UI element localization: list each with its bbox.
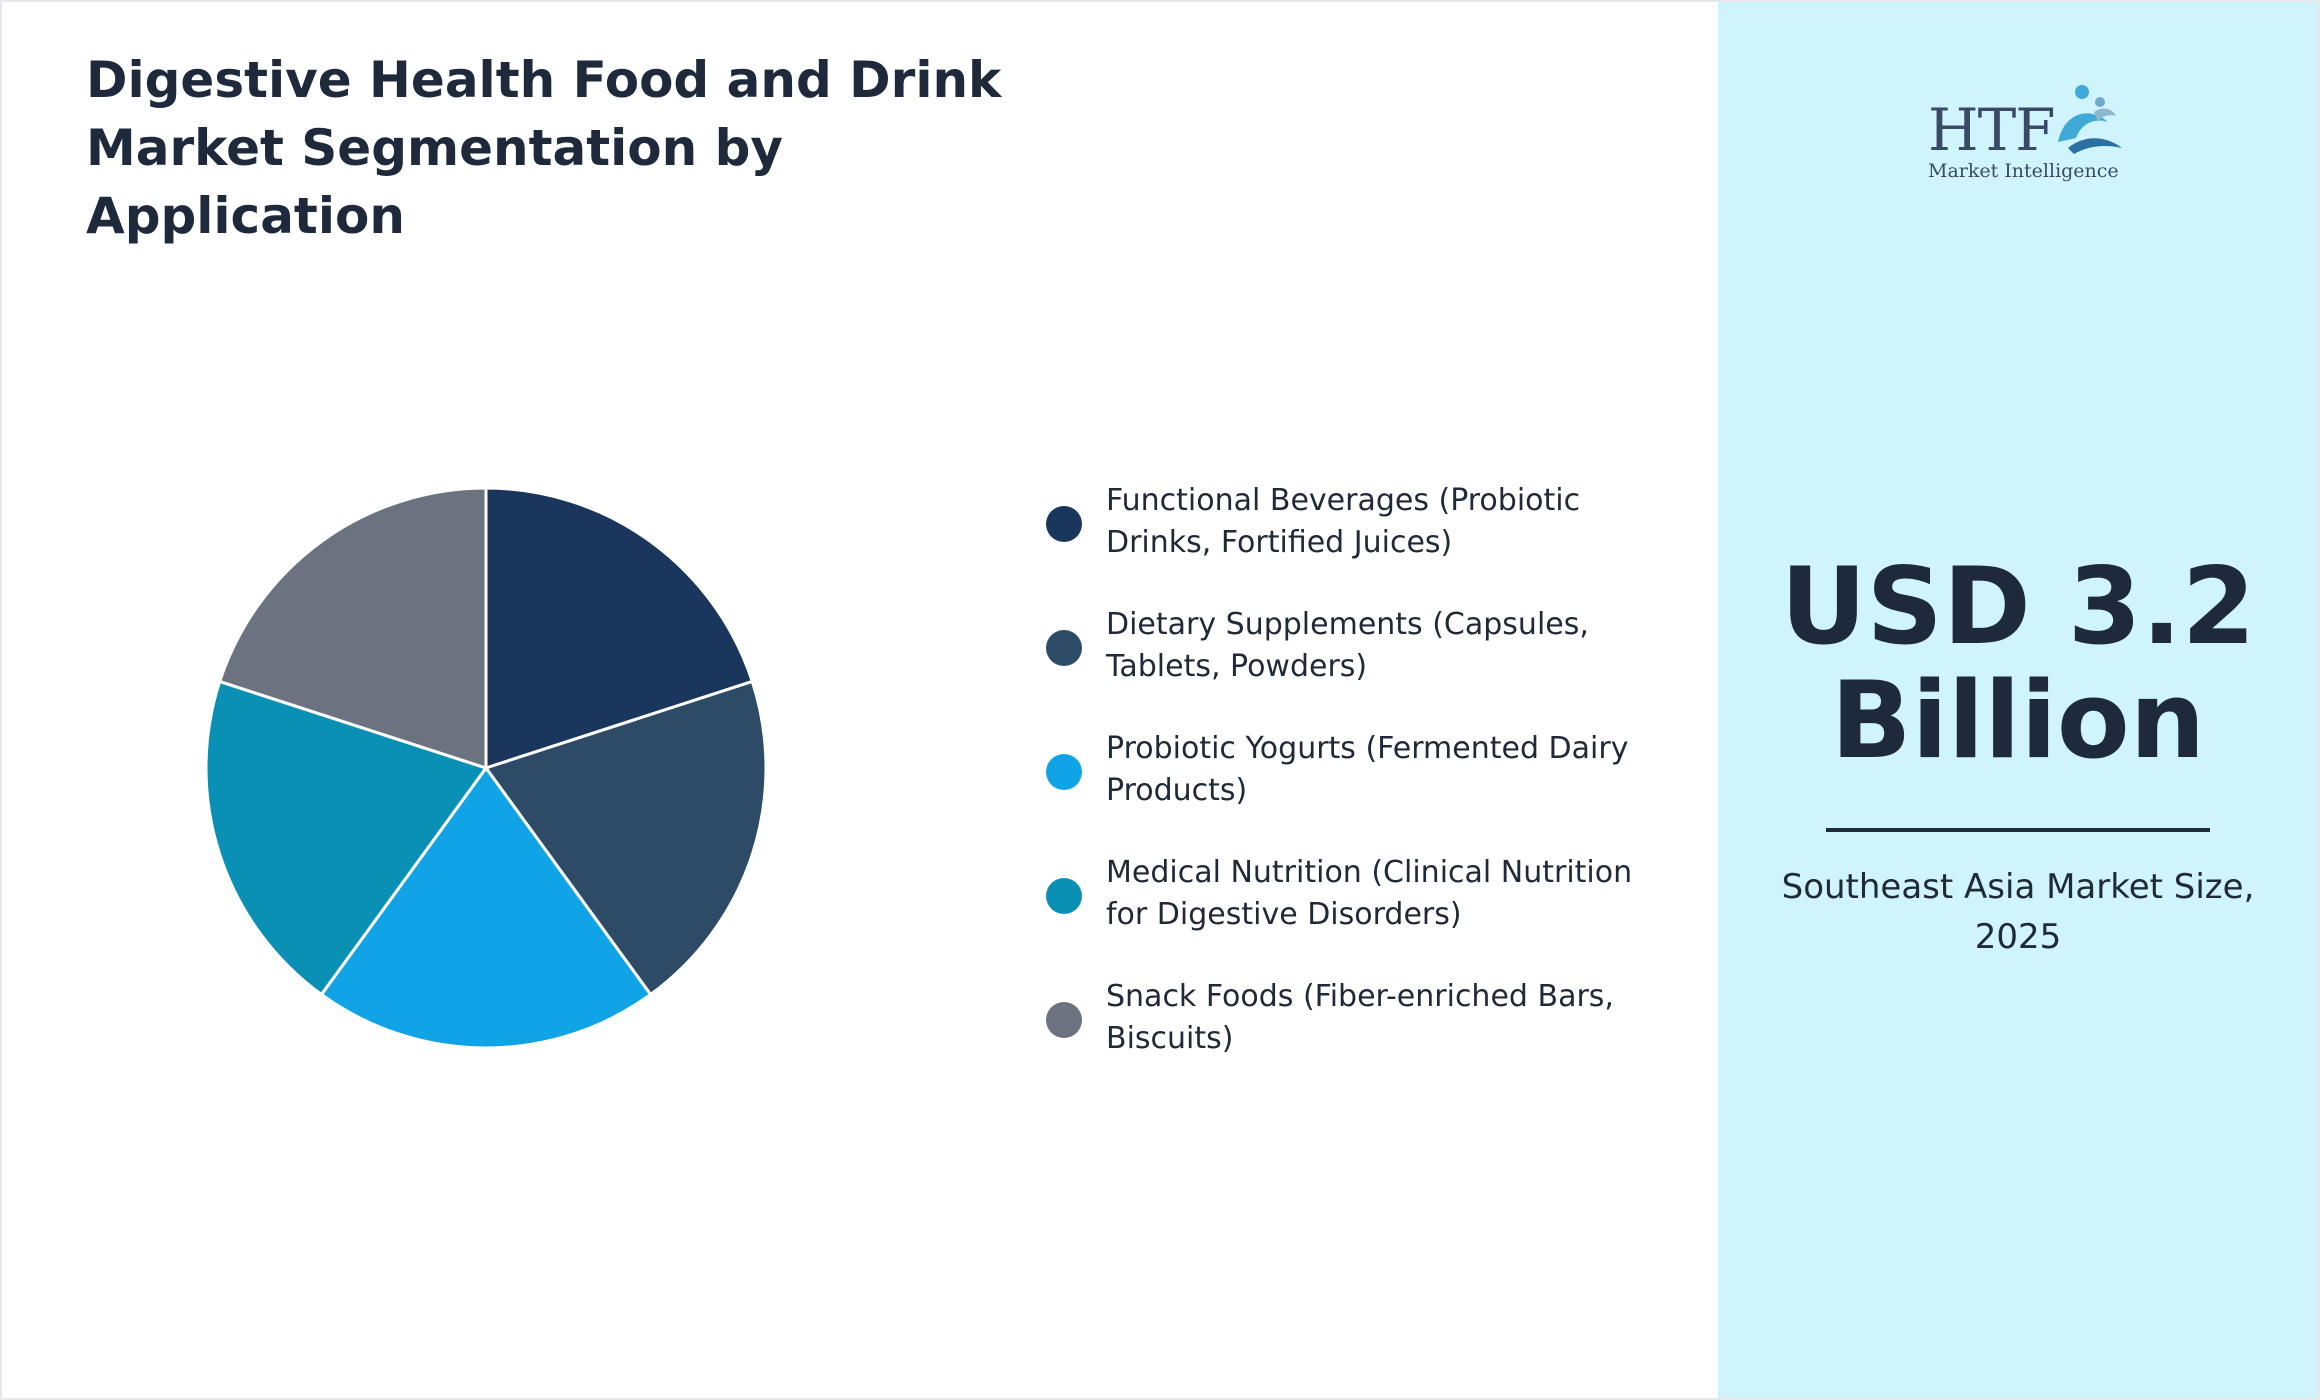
divider xyxy=(1826,828,2210,832)
pie-chart xyxy=(204,486,768,1050)
market-size-value: USD 3.2 Billion xyxy=(1780,545,2256,782)
legend-swatch xyxy=(1046,878,1082,914)
legend-item: Medical Nutrition (Clinical Nutrition fo… xyxy=(1042,852,1682,976)
pie-slice-4 xyxy=(204,679,489,997)
market-size-caption: Southeast Asia Market Size, 2025 xyxy=(1781,867,2255,957)
pie-slice-1 xyxy=(484,486,755,771)
chart-panel: Digestive Health Food and Drink Market S… xyxy=(2,2,1718,1398)
logo-subtitle: Market Intelligence xyxy=(1928,160,2119,182)
legend-swatch xyxy=(1046,630,1082,666)
chart-title: Digestive Health Food and Drink Market S… xyxy=(86,51,1002,245)
legend-item: Functional Beverages (Probiotic Drinks, … xyxy=(1042,480,1682,604)
logo-brand-text: HTF xyxy=(1928,96,2056,164)
legend-swatch xyxy=(1046,754,1082,790)
legend-label: Functional Beverages (Probiotic Drinks, … xyxy=(1106,483,1581,560)
legend-item: Dietary Supplements (Capsules, Tablets, … xyxy=(1042,604,1682,728)
logo-mark-icon xyxy=(2058,85,2122,154)
pie-slice-3 xyxy=(319,765,653,1050)
pie-slice-2 xyxy=(483,679,768,997)
legend-item: Probiotic Yogurts (Fermented Dairy Produ… xyxy=(1042,728,1682,852)
legend-swatch xyxy=(1046,1002,1082,1038)
legend-label: Medical Nutrition (Clinical Nutrition fo… xyxy=(1106,855,1633,932)
legend-swatch xyxy=(1046,506,1082,542)
chart-legend: Functional Beverages (Probiotic Drinks, … xyxy=(1042,480,1682,1100)
legend-label: Dietary Supplements (Capsules, Tablets, … xyxy=(1106,607,1589,684)
summary-panel: HTF Market Intelligence USD 3.2 Billion … xyxy=(1718,2,2318,1398)
htf-logo: HTF Market Intelligence xyxy=(1928,82,2128,192)
legend-label: Snack Foods (Fiber-enriched Bars, Biscui… xyxy=(1106,979,1614,1056)
pie-slice-5 xyxy=(217,486,488,771)
legend-label: Probiotic Yogurts (Fermented Dairy Produ… xyxy=(1106,731,1629,808)
legend-item: Snack Foods (Fiber-enriched Bars, Biscui… xyxy=(1042,976,1682,1100)
